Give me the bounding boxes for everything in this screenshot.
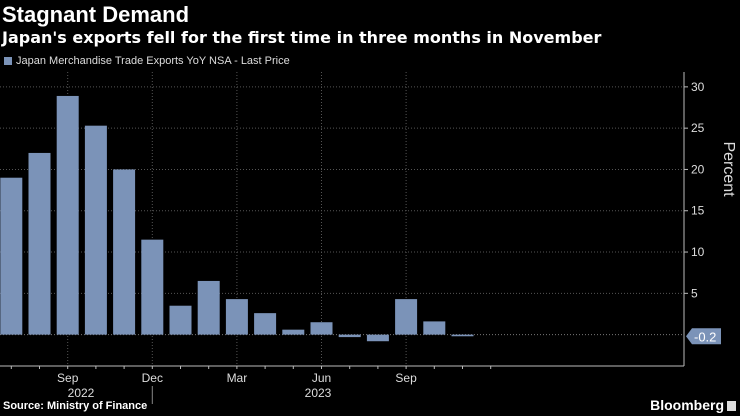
chart-title: Stagnant Demand: [2, 2, 190, 27]
last-value-tag: [686, 328, 721, 345]
year-label: 2023: [305, 386, 332, 400]
y-tick-label: 25: [691, 121, 705, 135]
last-value-label: -0.2: [694, 329, 716, 344]
bar: [0, 177, 23, 335]
legend: Japan Merchandise Trade Exports YoY NSA …: [4, 55, 290, 67]
legend-label: Japan Merchandise Trade Exports YoY NSA …: [16, 55, 290, 67]
bloomberg-chart-icon: [727, 401, 736, 411]
y-tick-label: 30: [691, 80, 705, 94]
y-tick-label: 10: [691, 245, 705, 259]
x-tick-label: Sep: [57, 371, 79, 385]
chart-subtitle: Japan's exports fell for the first time …: [2, 28, 602, 47]
y-tick-label: 20: [691, 162, 705, 176]
y-axis-label: Percent: [720, 141, 737, 197]
bar: [423, 321, 446, 335]
bar: [225, 299, 248, 335]
bloomberg-logo: Bloomberg: [650, 397, 724, 413]
bar: [28, 152, 51, 335]
bar: [282, 329, 305, 335]
legend-swatch: [4, 57, 12, 65]
bar: [113, 169, 136, 335]
bar: [141, 239, 164, 335]
bar: [310, 322, 333, 335]
x-tick-label: Dec: [142, 371, 163, 385]
bar: [197, 280, 220, 335]
x-tick-label: Mar: [227, 371, 248, 385]
bar: [169, 305, 192, 335]
bar: [338, 334, 361, 338]
year-label: 2022: [68, 386, 95, 400]
y-tick-label: 15: [691, 204, 705, 218]
bar: [84, 125, 107, 335]
bar: [254, 313, 277, 335]
x-tick-label: Jun: [312, 371, 331, 385]
y-tick-label: 5: [691, 286, 698, 300]
x-tick-label: Sep: [395, 371, 417, 385]
bar: [366, 334, 389, 342]
bar: [395, 299, 418, 335]
bar: [451, 334, 474, 337]
source-note: Source: Ministry of Finance: [3, 400, 148, 412]
bar: [56, 95, 79, 335]
